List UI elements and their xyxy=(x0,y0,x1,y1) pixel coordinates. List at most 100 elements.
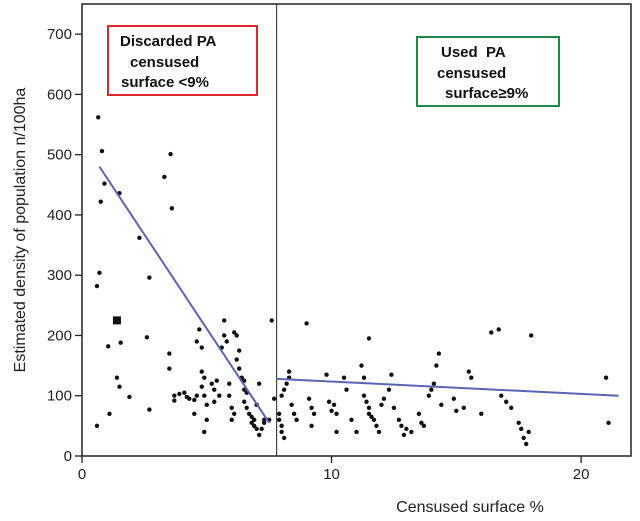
data-point-75 xyxy=(256,432,262,438)
discarded-pa-annotation: Discarded PA censused surface <9% xyxy=(107,25,258,96)
x-axis-title: Censused surface % xyxy=(396,499,544,516)
data-point-140 xyxy=(451,396,457,401)
data-point-6 xyxy=(94,423,100,429)
data-point-129 xyxy=(404,426,409,432)
data-point-35 xyxy=(199,369,204,374)
y-axis-title: Estimated density of population n/100ha xyxy=(12,88,29,373)
data-point-153 xyxy=(521,435,526,441)
discarded-trend-line xyxy=(98,166,270,424)
data-point-86 xyxy=(281,435,287,441)
data-point-105 xyxy=(334,429,339,435)
data-point-124 xyxy=(389,372,394,377)
data-point-42 xyxy=(209,381,214,386)
plot-frame xyxy=(81,3,632,457)
data-point-23 xyxy=(172,393,177,398)
data-point-18 xyxy=(162,174,167,180)
x-tick-label-20: 20 xyxy=(573,466,590,483)
data-point-121 xyxy=(379,402,384,407)
data-points xyxy=(94,115,611,447)
data-point-33 xyxy=(194,339,199,344)
data-point-15 xyxy=(144,335,150,340)
data-point-28 xyxy=(187,396,192,401)
y-tick-label-100: 100 xyxy=(47,388,72,405)
data-point-141 xyxy=(454,408,459,413)
data-point-104 xyxy=(334,411,339,417)
data-point-13 xyxy=(127,394,132,400)
data-point-122 xyxy=(381,396,387,401)
y-tick-label-400: 400 xyxy=(47,207,72,224)
data-point-93 xyxy=(291,411,297,417)
data-point-116 xyxy=(366,336,372,341)
data-point-68 xyxy=(249,414,254,420)
data-point-98 xyxy=(311,411,317,417)
data-point-7 xyxy=(107,411,112,417)
data-point-3 xyxy=(102,181,107,186)
data-point-65 xyxy=(242,399,247,404)
y-tick-label-200: 200 xyxy=(47,327,72,344)
data-point-66 xyxy=(244,405,249,410)
x-tick-label-10: 10 xyxy=(323,466,340,483)
used-pa-line-3: surface≥9% xyxy=(445,85,528,102)
data-point-136 xyxy=(431,381,437,386)
data-point-102 xyxy=(329,408,334,413)
data-point-114 xyxy=(366,405,372,410)
data-point-96 xyxy=(306,396,312,401)
data-point-37 xyxy=(199,384,204,389)
data-point-84 xyxy=(279,423,284,429)
data-point-157 xyxy=(603,375,609,380)
data-point-82 xyxy=(276,411,282,417)
data-point-99 xyxy=(309,423,314,429)
data-point-31 xyxy=(194,393,199,398)
used-pa-line-1: Used PA xyxy=(441,44,506,61)
x-tick-label-0: 0 xyxy=(78,466,86,483)
data-point-11 xyxy=(117,384,122,389)
data-point-152 xyxy=(519,426,524,432)
data-point-69 xyxy=(251,417,257,423)
data-point-4 xyxy=(94,283,100,289)
data-point-73 xyxy=(256,381,262,386)
data-point-80 xyxy=(269,318,274,323)
data-point-40 xyxy=(204,417,209,423)
data-point-26 xyxy=(182,390,187,395)
data-point-137 xyxy=(434,363,439,368)
data-point-123 xyxy=(386,387,392,392)
data-point-120 xyxy=(376,429,382,435)
data-point-30 xyxy=(192,411,197,417)
discarded-pa-line-2: censused xyxy=(130,54,199,71)
data-point-58 xyxy=(237,348,242,353)
data-point-78 xyxy=(261,420,267,426)
data-point-81 xyxy=(271,396,277,401)
data-point-12 xyxy=(118,340,123,345)
data-point-133 xyxy=(421,423,427,429)
data-point-1 xyxy=(99,148,105,154)
data-point-38 xyxy=(202,393,207,398)
data-point-139 xyxy=(439,402,444,407)
data-point-85 xyxy=(279,429,284,435)
data-point-55 xyxy=(229,417,234,423)
data-point-41 xyxy=(202,429,207,435)
data-point-92 xyxy=(289,402,294,407)
y-tick-label-0: 0 xyxy=(64,448,72,465)
used-pa-box xyxy=(416,36,560,107)
data-point-44 xyxy=(212,399,217,404)
data-point-112 xyxy=(361,393,367,398)
data-point-46 xyxy=(217,393,222,398)
data-point-70 xyxy=(249,420,254,426)
data-point-57 xyxy=(234,333,239,338)
data-point-145 xyxy=(479,411,484,417)
data-point-115 xyxy=(366,411,372,417)
data-point-142 xyxy=(461,405,467,410)
data-point-138 xyxy=(436,351,442,356)
data-point-8 xyxy=(106,344,111,349)
data-point-17 xyxy=(147,407,152,412)
data-point-134 xyxy=(426,393,432,398)
used-pa-annotation: Used PA censused surface≥9% xyxy=(416,36,560,107)
data-point-155 xyxy=(526,429,531,435)
y-axis: 0 100 200 300 400 500 600 700 xyxy=(47,26,82,465)
y-tick-label-700: 700 xyxy=(47,26,72,43)
data-point-107 xyxy=(344,387,349,392)
data-point-71 xyxy=(251,423,257,429)
data-point-111 xyxy=(361,375,367,380)
data-point-76 xyxy=(259,426,264,432)
data-point-53 xyxy=(229,405,234,410)
